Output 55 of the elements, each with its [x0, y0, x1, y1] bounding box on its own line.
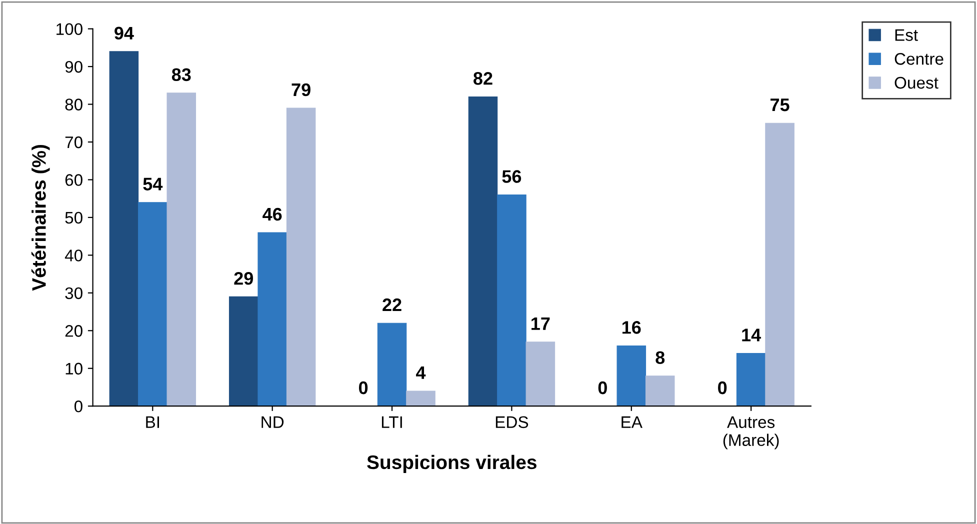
bar [166, 92, 196, 406]
y-tick-label: 60 [65, 174, 82, 186]
data-label: 54 [143, 178, 163, 190]
x-tick-label: EDS [496, 416, 528, 428]
data-label: 16 [622, 321, 641, 334]
x-tick-label: EA [622, 416, 642, 428]
y-tick-label: 10 [66, 362, 82, 375]
x-tick-label: Autres (Marek) [723, 416, 779, 450]
data-label: 46 [262, 208, 282, 221]
y-tick-label: 0 [74, 400, 82, 412]
y-tick-label: 100 [56, 23, 82, 36]
y-axis-title: Vétérinaires (%) [31, 144, 50, 291]
bar [109, 51, 139, 406]
y-tick-label: 50 [65, 212, 82, 224]
bar [406, 390, 436, 406]
data-label: 17 [532, 317, 550, 330]
bar [286, 108, 316, 406]
y-tick-label: 80 [65, 98, 82, 110]
y-tick-label: 40 [64, 250, 82, 262]
data-label: 0 [598, 381, 607, 394]
data-label: 14 [742, 328, 762, 342]
data-label: 4 [416, 366, 426, 379]
bar [468, 96, 498, 406]
data-label: 79 [292, 83, 310, 96]
data-label: 75 [770, 98, 790, 112]
y-tick-label: 70 [65, 136, 82, 148]
data-label: 22 [382, 298, 402, 312]
x-tick-label: BI [146, 416, 159, 428]
data-label: 82 [474, 72, 492, 85]
bar [645, 376, 675, 406]
bar [258, 232, 287, 406]
data-label: 8 [656, 351, 665, 364]
bar [138, 202, 168, 406]
data-label: 29 [234, 272, 253, 285]
y-tick-label: 20 [65, 325, 82, 337]
bar [526, 342, 556, 406]
data-label: 94 [114, 26, 134, 40]
y-tick-label: 90 [65, 60, 82, 73]
legend-label: Centre [894, 53, 944, 65]
legend-label: Est [895, 29, 918, 41]
bar [736, 353, 766, 406]
data-label: 0 [718, 381, 727, 394]
bar [616, 345, 646, 406]
data-label: 0 [358, 381, 368, 394]
data-label: 56 [502, 170, 522, 183]
y-tick-label: 30 [65, 287, 82, 300]
bar [228, 296, 258, 406]
data-label: 83 [172, 68, 191, 82]
bar [765, 122, 794, 406]
bar [497, 194, 526, 406]
bar [377, 322, 407, 406]
x-tick-label: LTI [382, 416, 402, 428]
legend-label: Ouest [894, 76, 938, 89]
x-tick-label: ND [262, 416, 284, 428]
x-axis-title: Suspicions virales [367, 454, 536, 473]
